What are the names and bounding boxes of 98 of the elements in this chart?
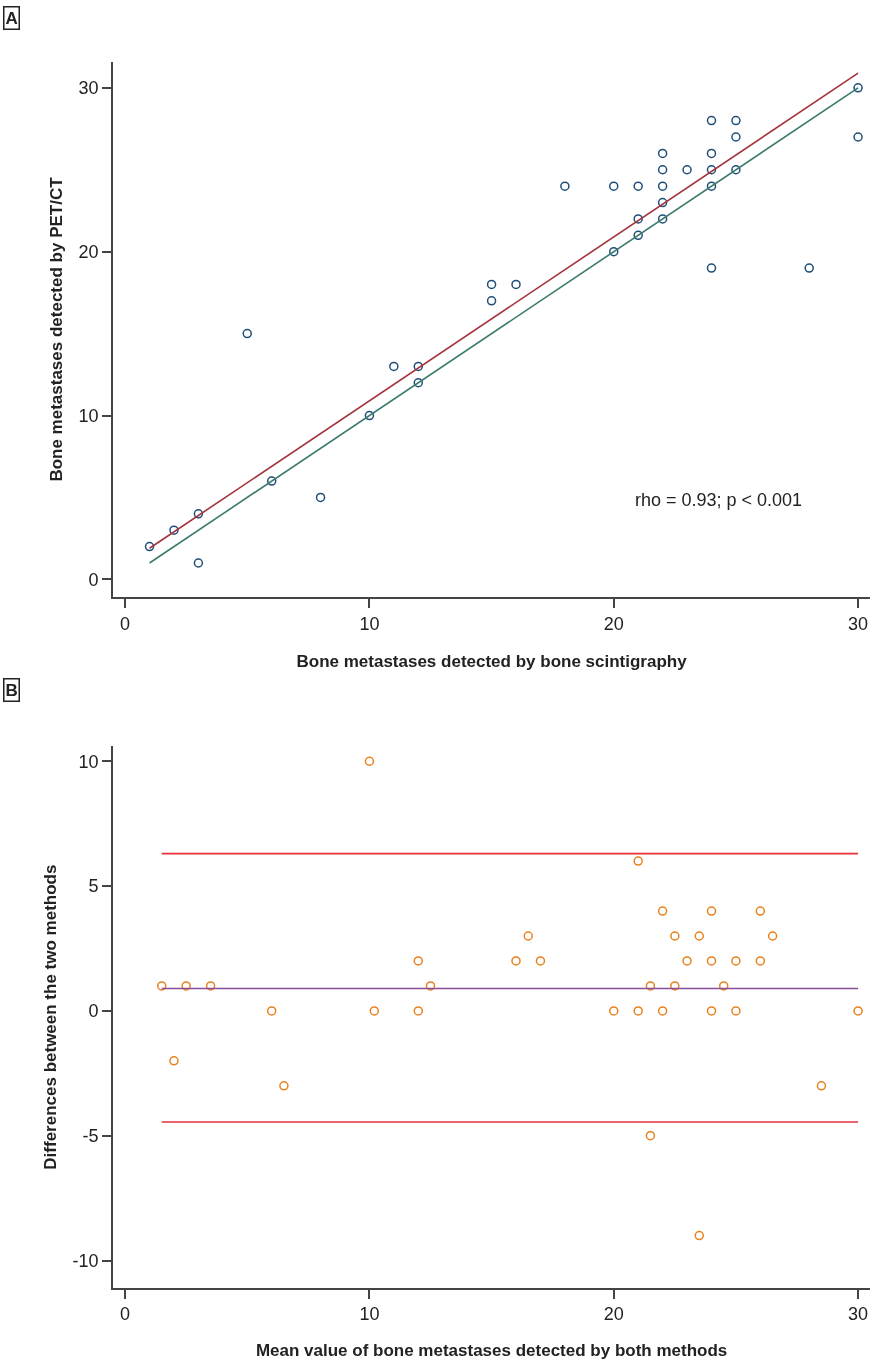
point	[169, 525, 179, 535]
point	[193, 509, 204, 519]
point	[755, 906, 766, 916]
point	[731, 132, 741, 142]
point	[181, 981, 191, 991]
point	[694, 931, 705, 941]
point	[657, 906, 668, 916]
x-tick-label: 0	[120, 613, 131, 634]
chart-title: B	[5, 680, 18, 700]
point	[633, 181, 643, 191]
point	[279, 1081, 289, 1091]
point	[193, 558, 204, 568]
annotation: rho = 0.93; p < 0.001	[635, 490, 803, 510]
x-tick-label: 30	[848, 613, 869, 634]
point	[657, 148, 668, 159]
point	[511, 279, 521, 290]
x-tick-label: 0	[120, 1304, 131, 1325]
point	[413, 956, 424, 966]
y-tick-label: 30	[78, 78, 99, 99]
point	[156, 981, 167, 991]
point	[767, 931, 778, 941]
point	[645, 981, 656, 991]
point	[609, 1006, 619, 1016]
point	[205, 981, 216, 991]
point	[853, 132, 863, 142]
point	[706, 181, 717, 191]
point	[389, 361, 399, 372]
y-axis-title: Bone metastases detected by PET/CT	[46, 176, 66, 482]
point	[670, 931, 680, 941]
x-tick-label: 10	[359, 1304, 380, 1325]
point	[266, 476, 277, 486]
point	[364, 756, 375, 767]
point	[731, 165, 741, 175]
y-tick-label: 20	[78, 241, 99, 262]
y-axis-title: Differences between the two methods	[40, 864, 60, 1170]
point	[633, 230, 643, 241]
point	[706, 263, 717, 273]
x-tick-label: 20	[603, 1304, 624, 1325]
point	[364, 410, 375, 421]
point	[425, 981, 436, 991]
y-tick-label: 0	[88, 569, 99, 590]
point	[853, 1006, 863, 1016]
point	[657, 214, 668, 224]
point	[682, 956, 692, 966]
point	[657, 181, 668, 191]
point	[560, 181, 570, 191]
point	[486, 296, 497, 306]
point	[731, 1006, 741, 1016]
point	[670, 981, 680, 991]
point	[853, 83, 863, 93]
point	[731, 956, 741, 966]
y-tick-label: -5	[82, 1126, 99, 1147]
point	[413, 378, 424, 388]
point	[718, 981, 729, 991]
point	[369, 1006, 380, 1016]
x-tick-label: 10	[359, 613, 380, 634]
point	[657, 165, 668, 175]
point	[535, 956, 546, 966]
point	[523, 931, 533, 941]
x-axis-title: Mean value of bone metastases detected by both methods	[255, 1341, 728, 1360]
point	[486, 279, 497, 290]
point	[633, 1006, 643, 1016]
point	[242, 328, 252, 339]
x-tick-label: 20	[603, 613, 624, 634]
point	[804, 263, 814, 273]
point	[694, 1230, 705, 1241]
point	[633, 856, 643, 866]
y-tick-label: 0	[88, 1001, 99, 1022]
point	[682, 165, 692, 175]
chart-title: A	[5, 8, 18, 28]
point	[266, 1006, 277, 1016]
point	[645, 1130, 656, 1141]
point	[657, 1006, 668, 1016]
point	[657, 197, 668, 208]
point	[706, 115, 717, 126]
x-axis-title: Bone metastases detected by bone scintigraphy	[296, 651, 688, 671]
y-tick-label: 10	[78, 405, 99, 426]
point	[633, 214, 643, 224]
y-tick-label: 10	[78, 751, 99, 772]
point	[731, 115, 741, 126]
point	[609, 181, 619, 191]
point	[755, 956, 766, 966]
point	[609, 246, 619, 257]
point	[413, 1006, 424, 1016]
y-tick-label: -10	[72, 1250, 99, 1271]
point	[315, 492, 326, 503]
point	[511, 956, 521, 966]
x-tick-label: 30	[848, 1304, 869, 1325]
point	[706, 956, 717, 966]
point	[706, 1006, 717, 1016]
point	[413, 361, 424, 372]
point	[706, 165, 717, 175]
point	[144, 541, 155, 552]
point	[169, 1056, 179, 1066]
point	[816, 1081, 827, 1091]
point	[706, 148, 717, 159]
point	[706, 906, 717, 916]
y-tick-label: 5	[88, 876, 99, 897]
